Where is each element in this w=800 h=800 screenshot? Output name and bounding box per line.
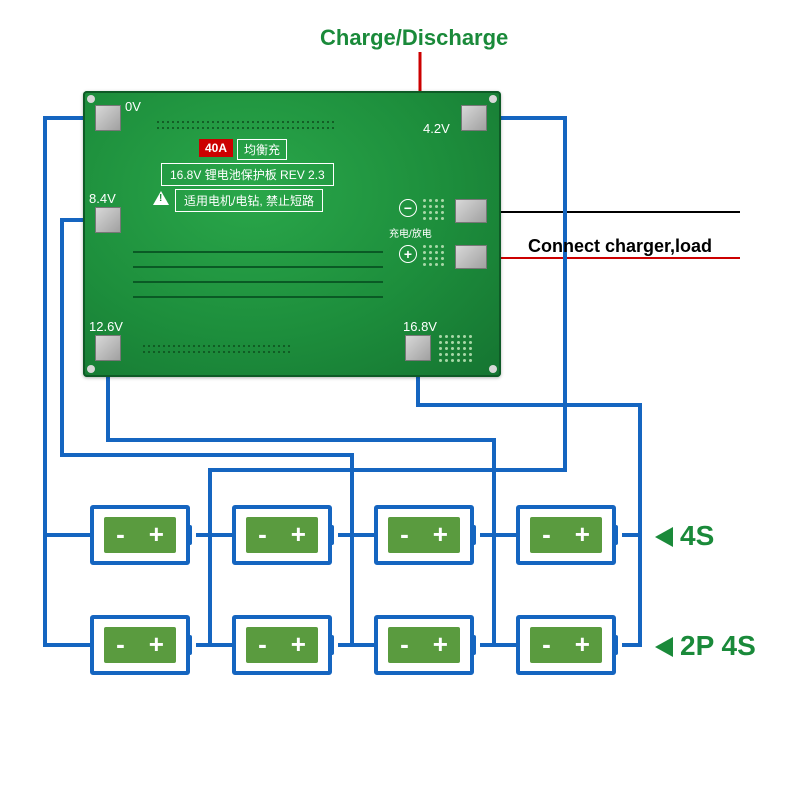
trace-4 [133, 296, 383, 298]
battery-plus-icon: + [149, 519, 164, 550]
rev-label: 16.8V 锂电池保护板 REV 2.3 [161, 163, 334, 186]
charge-discharge-label: Charge/Discharge [320, 25, 508, 51]
label-0v: 0V [125, 99, 141, 114]
via-grid-neg [423, 199, 444, 220]
label-4s: 4S [680, 520, 714, 552]
battery-plus-icon: + [575, 629, 590, 660]
battery-plus-icon: + [433, 519, 448, 550]
battery-r2-c4: -+ [516, 615, 616, 675]
battery-plus-icon: + [149, 629, 164, 660]
arrow-2p4s [655, 637, 673, 657]
pad-12v6 [95, 335, 121, 361]
warning-icon [153, 191, 169, 205]
arrow-4s [655, 527, 673, 547]
pad-0v [95, 105, 121, 131]
battery-plus-icon: + [575, 519, 590, 550]
label-2p4s: 2P 4S [680, 630, 756, 662]
label-16v8: 16.8V [403, 319, 437, 334]
badge-40a: 40A [199, 139, 233, 157]
battery-plus-icon: + [291, 629, 306, 660]
battery-r2-c2: -+ [232, 615, 332, 675]
battery-r1-c1: -+ [90, 505, 190, 565]
pad-charge-pos [455, 245, 487, 269]
pad-8v4 [95, 207, 121, 233]
battery-r1-c2: -+ [232, 505, 332, 565]
minus-terminal-icon: − [399, 199, 417, 217]
battery-minus-icon: - [542, 519, 551, 550]
trace-2 [133, 266, 383, 268]
battery-minus-icon: - [116, 629, 125, 660]
battery-plus-icon: + [433, 629, 448, 660]
pad-charge-neg [455, 199, 487, 223]
battery-r1-c4: -+ [516, 505, 616, 565]
battery-minus-icon: - [400, 629, 409, 660]
warning-text: 适用电机/电钻, 禁止短路 [175, 189, 323, 212]
battery-minus-icon: - [542, 629, 551, 660]
via-row-bot [143, 345, 290, 347]
connect-charger-label: Connect charger,load [528, 236, 712, 257]
trace-3 [133, 281, 383, 283]
badge-balance: 均衡充 [237, 139, 287, 160]
label-4v2: 4.2V [423, 121, 450, 136]
label-8v4: 8.4V [89, 191, 116, 206]
bms-pcb: 0V 4.2V 8.4V 12.6V 16.8V [83, 91, 501, 377]
battery-plus-icon: + [291, 519, 306, 550]
pad-16v8 [405, 335, 431, 361]
pad-4v2 [461, 105, 487, 131]
via-row-bot2 [143, 351, 290, 353]
trace-1 [133, 251, 383, 253]
battery-r2-c1: -+ [90, 615, 190, 675]
via-grid-pos [423, 245, 444, 266]
via-row-top2 [157, 127, 397, 129]
charge-cn-text: 充电/放电 [389, 225, 432, 240]
via-row-top [157, 121, 397, 123]
plus-terminal-icon: + [399, 245, 417, 263]
battery-r1-c3: -+ [374, 505, 474, 565]
battery-minus-icon: - [400, 519, 409, 550]
battery-r2-c3: -+ [374, 615, 474, 675]
battery-minus-icon: - [258, 519, 267, 550]
label-12v6: 12.6V [89, 319, 123, 334]
battery-minus-icon: - [258, 629, 267, 660]
via-grid-16v8 [439, 335, 472, 362]
battery-minus-icon: - [116, 519, 125, 550]
diagram-canvas: Charge/Discharge [0, 0, 800, 800]
